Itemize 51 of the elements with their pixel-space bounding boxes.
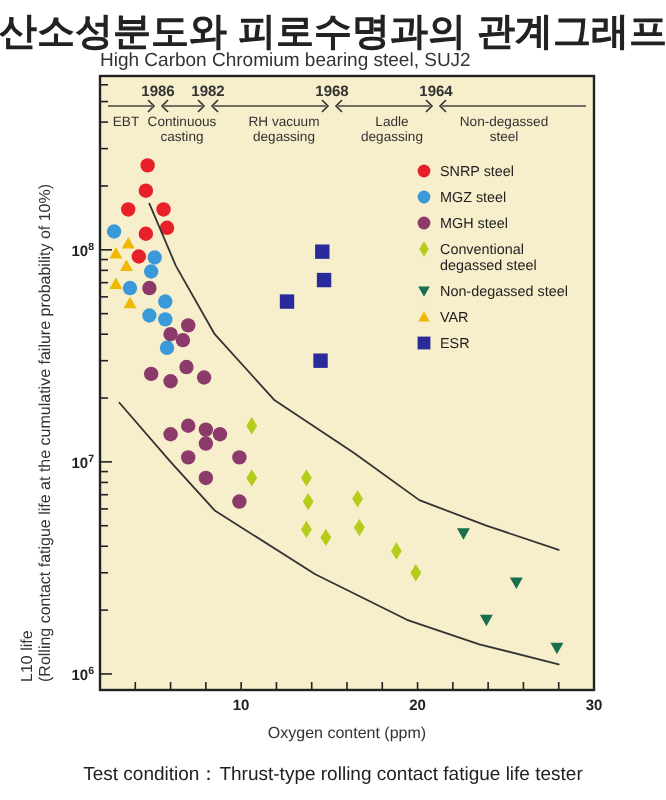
- point: [456, 528, 470, 540]
- point: [509, 577, 523, 589]
- point: [123, 296, 137, 309]
- point: [198, 436, 214, 451]
- point: [158, 312, 173, 327]
- point: [163, 374, 178, 389]
- title: 산소성분도와 피로수명과의 관계그래프: [0, 12, 666, 54]
- point: [156, 202, 171, 217]
- point: [175, 332, 191, 348]
- point: [181, 450, 196, 465]
- point: [163, 427, 178, 442]
- point: [119, 259, 133, 271]
- line-series: [118, 401, 560, 666]
- y-axis-title: L10 life (Rolling contact fatigue life at the cumulative failure probability of 10%): [18, 183, 54, 682]
- point: [140, 158, 155, 173]
- point: [198, 422, 214, 437]
- x-axis-title: Oxygen content (ppm): [267, 724, 427, 742]
- point: [181, 318, 196, 333]
- point: [131, 249, 147, 264]
- point: [232, 494, 247, 509]
- point: [315, 244, 330, 259]
- point: [279, 294, 295, 309]
- chart-subtitle: High Carbon Chromium bearing steel, SUJ2: [100, 50, 471, 72]
- point: [143, 264, 159, 279]
- point: [147, 250, 162, 265]
- point: [109, 277, 123, 290]
- point: [122, 280, 138, 296]
- point: [479, 614, 493, 627]
- point: [159, 220, 175, 235]
- point: [142, 280, 157, 296]
- text: Test condition：Thrust-type rolling contact fatigue life tester: [83, 764, 583, 786]
- point: [181, 418, 196, 433]
- point: [138, 183, 154, 198]
- point: [121, 202, 136, 217]
- point: [159, 340, 175, 356]
- point: [143, 366, 159, 382]
- point: [313, 353, 328, 368]
- point: [138, 226, 154, 241]
- point: [106, 224, 122, 239]
- point: [163, 326, 178, 342]
- point: [196, 370, 212, 385]
- point: [179, 359, 194, 375]
- point: [232, 450, 247, 465]
- point: [198, 470, 214, 486]
- point: [109, 247, 123, 259]
- point: [158, 294, 173, 309]
- point: [550, 642, 564, 655]
- point: [212, 427, 228, 442]
- point: [121, 237, 135, 249]
- point: [142, 308, 157, 323]
- point: [316, 272, 332, 288]
